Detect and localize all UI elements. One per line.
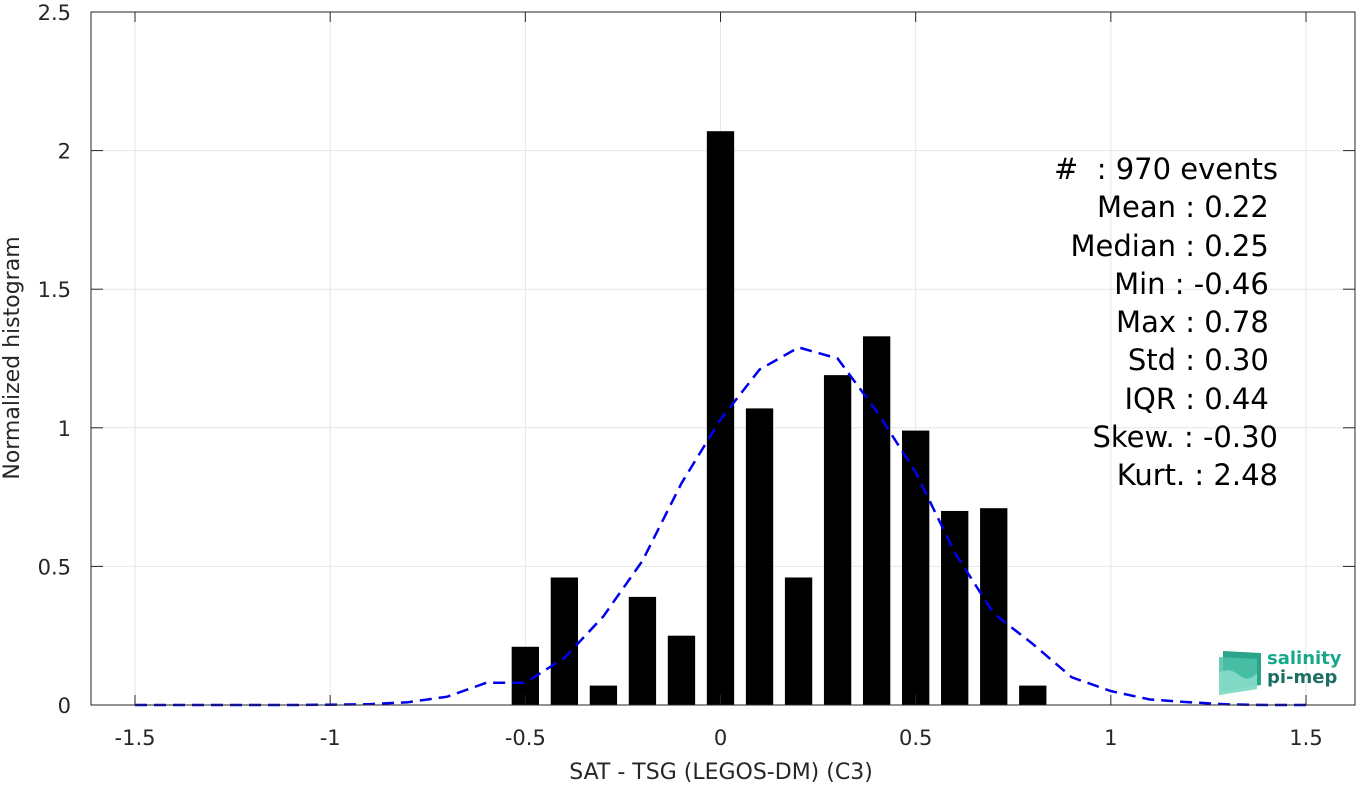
stat-line: Min : -0.46 <box>1114 266 1278 301</box>
x-axis-label: SAT - TSG (LEGOS-DM) (C3) <box>569 760 873 785</box>
y-tick-label: 1.5 <box>38 278 71 302</box>
histogram-bar <box>941 510 969 705</box>
stat-line: Max : 0.78 <box>1116 305 1278 340</box>
x-tick-label: -1 <box>320 726 341 750</box>
y-tick-label: 2 <box>58 140 71 164</box>
logo-text-salinity: salinity <box>1267 648 1342 669</box>
histogram-bar <box>667 635 696 705</box>
histogram-bars <box>511 131 1047 706</box>
axes-box <box>90 11 1356 706</box>
x-ticks: -1.5 -1 -0.5 0 0.5 1 1.5 <box>115 12 1323 750</box>
stat-line: Kurt. : 2.48 <box>1116 458 1278 493</box>
x-tick-label: -0.5 <box>505 726 546 750</box>
logo-text-pi-mep: pi-mep <box>1267 667 1338 688</box>
histogram-bar <box>1019 685 1047 705</box>
histogram-bar <box>745 408 774 705</box>
y-ticks: 0 0.5 1 1.5 2 2.5 <box>38 1 1355 718</box>
x-tick-label: 0 <box>714 726 727 750</box>
y-tick-label: 1 <box>58 417 71 441</box>
histogram-bar <box>589 685 618 705</box>
x-tick-label: 1.5 <box>1289 726 1322 750</box>
histogram-bar <box>823 375 852 705</box>
x-tick-label: 1 <box>1104 726 1117 750</box>
y-tick-label: 2.5 <box>38 1 71 25</box>
stat-line: Median : 0.25 <box>1070 228 1278 263</box>
histogram-bar <box>784 577 813 705</box>
stat-line: IQR : 0.44 <box>1124 381 1278 416</box>
stat-line: Skew. : -0.30 <box>1092 420 1278 455</box>
stat-line: # : 970 events <box>1054 152 1278 186</box>
x-tick-label: 0.5 <box>899 726 932 750</box>
histogram-bar <box>628 596 657 705</box>
histogram-bar <box>902 430 930 705</box>
logo-icon <box>1219 651 1261 695</box>
statistics-box: # : 970 events Mean : 0.22 Median : 0.25 … <box>1054 150 1278 495</box>
histogram-bar <box>862 336 891 705</box>
histogram-bar <box>550 577 579 705</box>
stat-line: Mean : 0.22 <box>1096 190 1278 225</box>
salinity-pi-mep-logo: salinity pi-mep <box>1217 647 1347 697</box>
stat-line: Std : 0.30 <box>1127 343 1278 378</box>
y-tick-label: 0.5 <box>38 555 71 579</box>
histogram-bar <box>980 508 1008 705</box>
y-tick-label: 0 <box>58 694 71 718</box>
x-tick-label: -1.5 <box>115 726 156 750</box>
y-axis-label: Normalized histogram <box>0 236 25 479</box>
